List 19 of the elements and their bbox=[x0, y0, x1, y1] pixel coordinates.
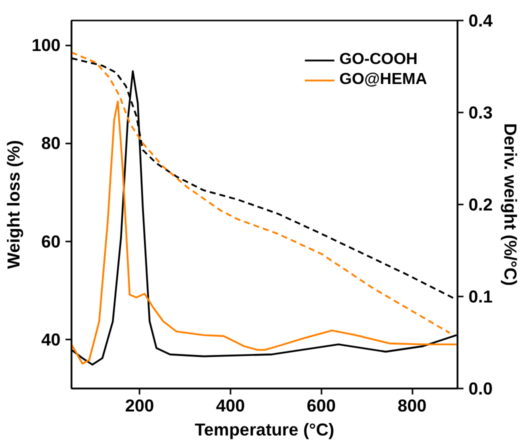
legend-label: GO@HEMA bbox=[339, 71, 427, 89]
x-axis-title: Temperature (°C) bbox=[194, 420, 334, 440]
y2-tick-label: 0.3 bbox=[468, 102, 493, 122]
y2-tick-label: 0.0 bbox=[468, 378, 493, 398]
x-tick-label: 400 bbox=[216, 396, 245, 416]
y-tick-label: 80 bbox=[41, 133, 61, 154]
y2-tick-label: 0.2 bbox=[468, 194, 493, 214]
y2-tick-label: 0.4 bbox=[468, 10, 493, 30]
legend-label: GO-COOH bbox=[339, 51, 418, 69]
x-tick-label: 600 bbox=[306, 396, 336, 416]
y2-tick-label: 0.1 bbox=[468, 286, 493, 306]
y-tick-label: 40 bbox=[41, 329, 61, 350]
y-tick-label: 60 bbox=[41, 231, 61, 252]
x-tick-label: 800 bbox=[398, 396, 427, 416]
y2-axis-title: Deriv. weight (%/°C) bbox=[500, 123, 521, 286]
y-tick-label: 100 bbox=[32, 35, 61, 56]
line-series bbox=[72, 51, 451, 334]
x-tick-label: 200 bbox=[125, 396, 154, 416]
y-axis-title: Weight loss (%) bbox=[4, 140, 24, 269]
